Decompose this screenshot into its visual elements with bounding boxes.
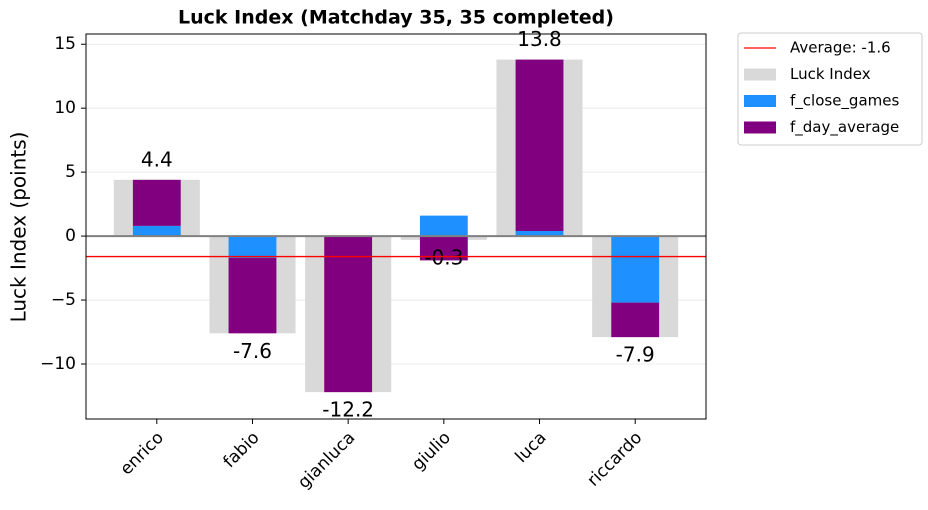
x-tick-label: giulio bbox=[408, 428, 455, 475]
value-label: -0.3 bbox=[424, 245, 463, 269]
bar bbox=[228, 257, 277, 334]
bar bbox=[132, 225, 181, 237]
y-axis-label: Luck Index (points) bbox=[7, 132, 31, 323]
plot-frame bbox=[85, 33, 707, 420]
bar bbox=[132, 179, 181, 226]
y-tick-label: −5 bbox=[51, 290, 76, 310]
bar bbox=[611, 236, 660, 303]
bar bbox=[324, 236, 373, 393]
x-tick-label: gianluca bbox=[294, 428, 359, 493]
chart-title: Luck Index (Matchday 35, 35 completed) bbox=[178, 7, 614, 29]
x-tick-label: fabio bbox=[219, 428, 263, 472]
legend-swatch bbox=[744, 68, 776, 81]
x-tick-label: luca bbox=[512, 428, 551, 467]
bar bbox=[228, 236, 277, 258]
y-tick-label: 0 bbox=[65, 226, 76, 246]
x-tick-label: riccardo bbox=[584, 428, 647, 491]
bar bbox=[419, 215, 468, 237]
legend-label: Luck Index bbox=[790, 65, 871, 83]
legend-swatch bbox=[744, 95, 776, 107]
legend-label: Average: -1.6 bbox=[790, 39, 891, 57]
legend-label: f_day_average bbox=[790, 118, 899, 137]
value-label: -7.9 bbox=[616, 343, 655, 367]
value-label: -7.6 bbox=[233, 339, 272, 363]
bar bbox=[515, 59, 564, 231]
bar bbox=[515, 230, 564, 237]
y-tick-label: 10 bbox=[54, 98, 76, 118]
x-tick-label: enrico bbox=[116, 428, 167, 479]
legend-label: f_close_games bbox=[790, 92, 899, 111]
y-tick-label: 15 bbox=[54, 34, 76, 54]
value-label: 4.4 bbox=[141, 147, 173, 171]
legend-swatch bbox=[744, 121, 776, 134]
y-tick-label: 5 bbox=[65, 162, 76, 182]
value-label: 13.8 bbox=[517, 27, 562, 51]
legend-box bbox=[737, 32, 923, 146]
y-tick-label: −10 bbox=[40, 354, 76, 374]
value-label: -12.2 bbox=[322, 398, 374, 422]
bar bbox=[611, 302, 660, 338]
